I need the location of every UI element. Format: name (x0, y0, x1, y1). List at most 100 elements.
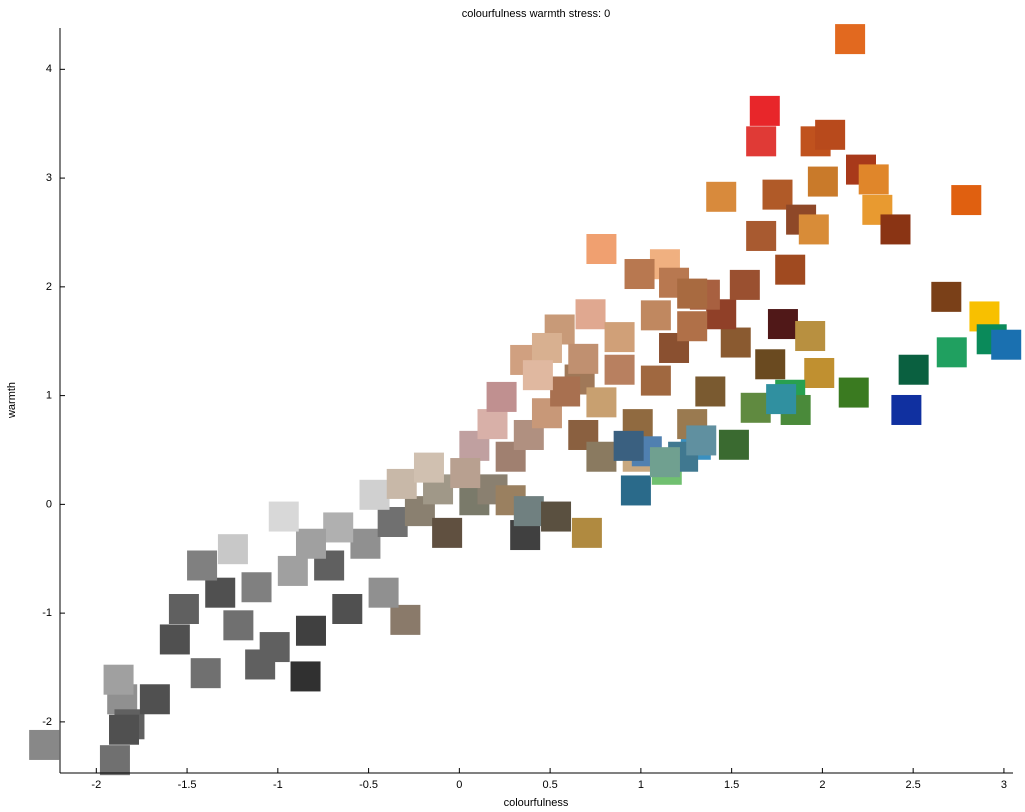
thumbnail (450, 458, 481, 489)
thumbnail (99, 745, 130, 776)
thumbnail (217, 534, 248, 565)
thumbnail (835, 24, 866, 55)
x-tick-label: -2 (91, 779, 101, 791)
y-tick-label: -2 (42, 716, 52, 728)
thumbnail (620, 475, 651, 506)
thumbnail (640, 365, 671, 396)
thumbnail (359, 479, 390, 510)
thumbnail (295, 615, 326, 646)
x-tick-label: 2 (819, 779, 825, 791)
thumbnail (880, 214, 911, 245)
thumbnail (795, 321, 826, 352)
thumbnail (746, 220, 777, 251)
thumbnail (706, 181, 737, 212)
thumbnail (767, 309, 798, 340)
thumbnail (332, 594, 363, 624)
thumbnail (755, 349, 786, 380)
thumbnail (29, 729, 60, 760)
thumbnail (604, 354, 635, 385)
thumbnail (413, 452, 444, 483)
thumbnail (891, 394, 922, 425)
thumbnail (550, 376, 581, 407)
x-tick-label: 3 (1001, 779, 1007, 791)
x-tick-label: 1.5 (724, 779, 739, 791)
thumbnail (775, 254, 806, 285)
x-tick-label: -1.5 (178, 779, 197, 791)
thumbnail (432, 517, 463, 548)
thumbnail (187, 550, 218, 581)
thumbnail (677, 278, 708, 309)
x-axis-label: colourfulness (504, 797, 569, 809)
y-tick-label: 0 (46, 498, 52, 510)
y-tick-label: 4 (46, 63, 52, 75)
thumbnail (624, 259, 655, 290)
thumbnail (241, 572, 272, 603)
thumbnail (159, 624, 190, 655)
x-tick-label: 2.5 (906, 779, 921, 791)
thumbnail (931, 281, 962, 312)
y-axis-label: warmth (6, 382, 18, 419)
thumbnail (936, 337, 967, 368)
thumbnail (350, 528, 381, 559)
thumbnail (798, 214, 829, 245)
thumbnails (29, 24, 1022, 776)
thumbnail (991, 329, 1022, 360)
thumbnail (649, 447, 680, 478)
thumbnail (531, 332, 562, 363)
thumbnail (103, 664, 134, 695)
thumbnail (205, 577, 236, 608)
thumbnail (640, 300, 671, 331)
thumbnail (268, 501, 299, 532)
thumbnail (513, 496, 544, 527)
thumbnail (259, 632, 290, 663)
thumbnail (604, 322, 635, 353)
x-tick-label: 0 (456, 779, 462, 791)
thumbnail (277, 555, 308, 586)
thumbnail (568, 343, 599, 374)
thumbnail (613, 430, 644, 461)
thumbnail (390, 604, 421, 635)
thumbnail (586, 441, 617, 472)
y-tick-label: 2 (46, 281, 52, 293)
thumbnail (762, 179, 793, 210)
thumbnail (139, 684, 170, 715)
thumbnail (295, 528, 326, 559)
y-tick-label: 1 (46, 390, 52, 402)
thumbnail (586, 387, 617, 418)
thumbnail (109, 714, 140, 745)
thumbnail (477, 409, 508, 440)
thumbnail (729, 269, 760, 300)
thumbnail (168, 594, 199, 624)
thumbnail (377, 506, 408, 537)
thumbnail (695, 376, 726, 407)
thumbnail (386, 468, 417, 499)
thumbnail (541, 501, 572, 532)
x-tick-label: 0.5 (542, 779, 557, 791)
y-tick-label: -1 (42, 607, 52, 619)
thumbnail (804, 357, 835, 388)
thumbnail (686, 425, 717, 456)
thumbnail (368, 577, 399, 608)
thumbnail (951, 185, 982, 216)
thumbnail (290, 661, 321, 692)
thumbnail (486, 381, 517, 412)
thumbnail (718, 429, 749, 460)
thumbnail (740, 392, 771, 423)
thumbnail (677, 311, 708, 342)
thumbnail (575, 299, 606, 330)
thumbnail (746, 126, 777, 157)
thumbnail (571, 517, 602, 548)
thumbnail (223, 610, 254, 641)
x-tick-label: -1 (273, 779, 283, 791)
thumbnail (858, 164, 889, 195)
thumbnail (190, 658, 221, 689)
thumbnail (838, 377, 869, 408)
thumbnail (522, 360, 553, 391)
thumbnail (807, 166, 838, 197)
chart-title: colourfulness warmth stress: 0 (462, 8, 611, 20)
thumbnail (749, 95, 780, 126)
x-tick-label: 1 (638, 779, 644, 791)
thumbnail (766, 384, 797, 415)
y-tick-label: 3 (46, 172, 52, 184)
